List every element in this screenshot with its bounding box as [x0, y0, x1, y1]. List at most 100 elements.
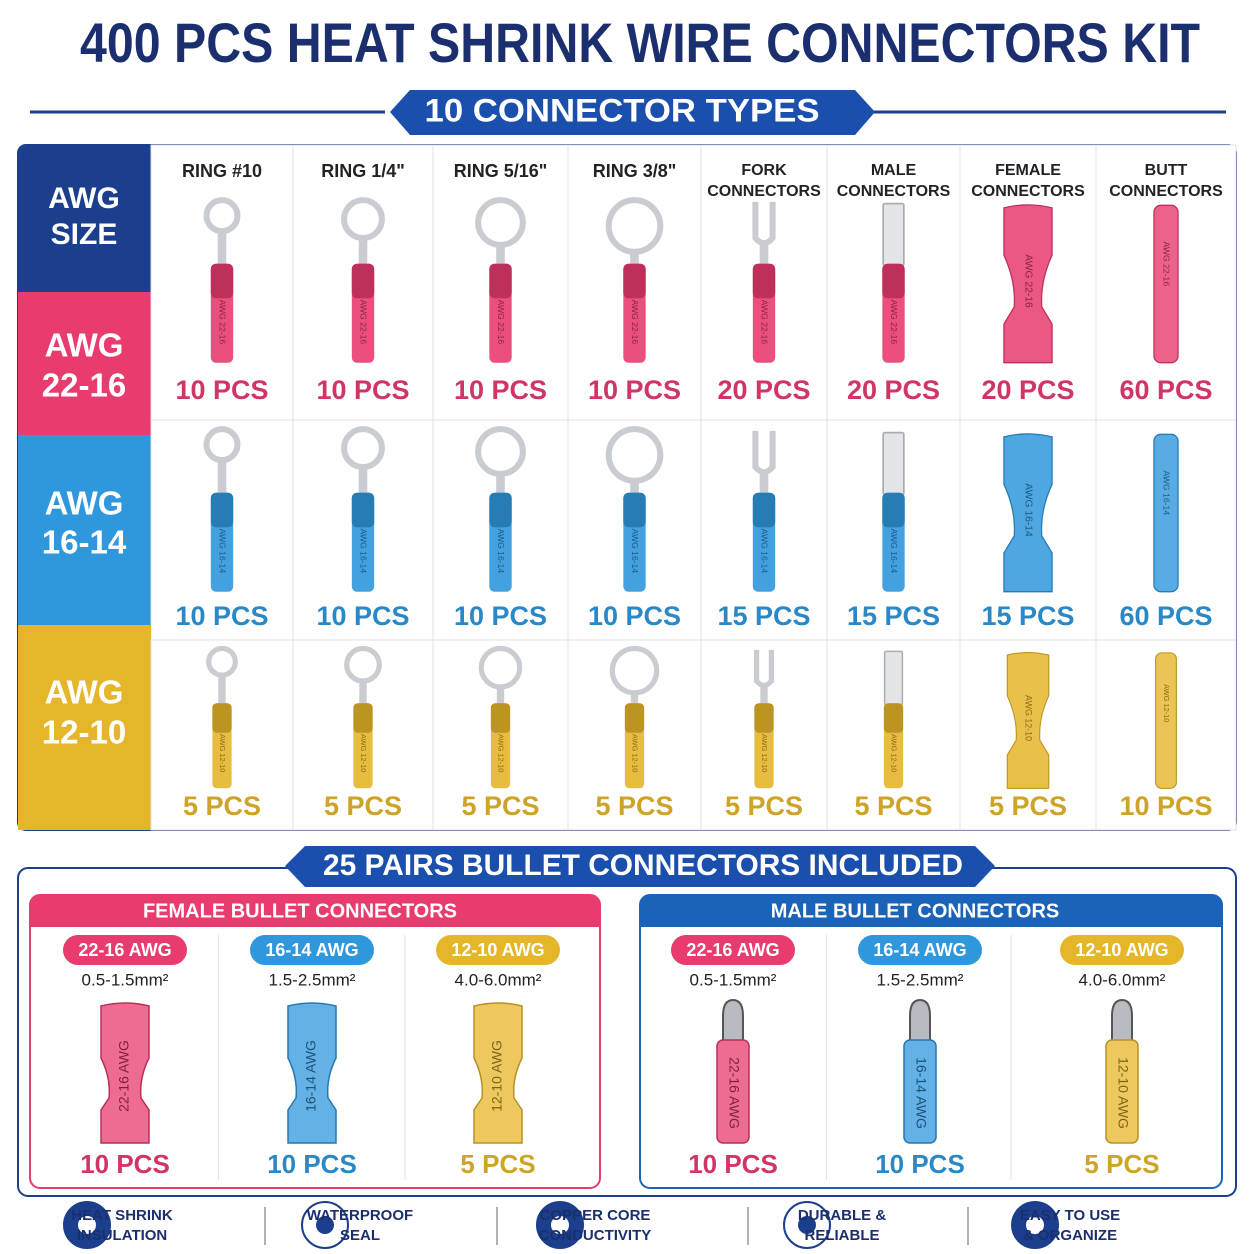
count: 10 PCS [588, 375, 681, 405]
insulation-band [351, 492, 375, 528]
marking: 16-14 AWG [303, 1040, 319, 1112]
marking: AWG 12-10 [218, 734, 227, 772]
awg-label: 12-10 AWG [1075, 940, 1168, 960]
connector-group: AWG 16-14 [1153, 433, 1179, 593]
marking: 12-10 AWG [489, 1040, 505, 1112]
neck [359, 681, 367, 707]
connector-group: AWG 12-10 [609, 645, 660, 789]
insulation-band [489, 263, 512, 299]
connector: AWG 12-10 [883, 650, 904, 789]
insulation-band [883, 703, 904, 733]
marking: 22-16 AWG [726, 1057, 742, 1129]
banner [285, 846, 995, 887]
bullet-group: 16-14 AWG [287, 1002, 337, 1144]
insulation [1153, 433, 1179, 593]
bullet-connector: 16-14 AWG [903, 998, 937, 1144]
feature-label: COPPER CORE [540, 1207, 651, 1224]
marking: AWG 16-14 [218, 529, 228, 574]
column-header: CONNECTORS [837, 183, 951, 200]
panel-header [30, 895, 600, 927]
feature-icon-glyph [551, 1216, 569, 1234]
neck [759, 244, 769, 266]
insulation-band [882, 492, 905, 528]
corner-label: AWG [48, 182, 120, 215]
marking: 22-16 AWG [116, 1040, 132, 1112]
insulation-band [624, 703, 645, 733]
count: 20 PCS [981, 375, 1074, 405]
count: 5 PCS [183, 791, 261, 821]
connector: AWG 22-16 [1153, 204, 1179, 364]
count: 10 PCS [454, 601, 547, 631]
connector-group: AWG 22-16 [605, 197, 664, 363]
insulation [1153, 204, 1179, 364]
neck [217, 460, 227, 498]
insulation-band [489, 492, 512, 528]
fork [754, 649, 774, 689]
corner-cell [18, 145, 151, 292]
neck [218, 675, 226, 707]
awg-label: 22-16 AWG [686, 940, 779, 960]
neck [630, 480, 639, 498]
connector-group: AWG 12-10 [883, 650, 904, 789]
connector: AWG 12-10 [478, 645, 523, 789]
connector-group: AWG 16-14 [475, 426, 526, 592]
tab [883, 650, 904, 706]
ring [203, 426, 241, 464]
column-header: FORK [741, 162, 787, 179]
neck [217, 231, 227, 269]
feature-label: RELIABLE [805, 1227, 880, 1244]
connector-group: AWG 12-10 [1006, 651, 1050, 789]
tab [882, 202, 905, 267]
column-header: RING 5/16" [454, 161, 548, 181]
size-label: 4.0-6.0mm² [455, 970, 542, 989]
ring [203, 197, 241, 235]
fork [752, 201, 776, 247]
marking: AWG 16-14 [1022, 483, 1033, 537]
marking: AWG 12-10 [760, 734, 769, 772]
neck [496, 686, 505, 707]
awg-pill [671, 935, 795, 965]
insulation-band [212, 703, 232, 733]
column-header: MALE [871, 162, 917, 179]
marking: AWG 22-16 [630, 300, 640, 345]
neck [496, 244, 505, 269]
awg-pill [1060, 935, 1184, 965]
connector-group: AWG 12-10 [478, 645, 523, 789]
connector: AWG 22-16 [203, 197, 241, 363]
count: 20 PCS [717, 375, 810, 405]
bullet-connector: 12-10 AWG [1105, 998, 1139, 1144]
column-header: FEMALE [995, 162, 1061, 179]
size-label: 1.5-2.5mm² [877, 970, 964, 989]
row-label: 22-16 [42, 367, 126, 404]
connector: AWG 12-10 [344, 645, 382, 789]
count: 10 PCS [454, 375, 547, 405]
connector-group: AWG 16-14 [1003, 433, 1053, 593]
neck [759, 473, 769, 495]
bullet-group: 22-16 AWG [716, 998, 750, 1144]
marking: AWG 12-10 [497, 734, 506, 772]
neck [630, 251, 639, 269]
bullet-connector: 22-16 AWG [100, 1002, 150, 1144]
marking: AWG 16-14 [496, 529, 506, 574]
bullet-connector: 12-10 AWG [473, 1002, 523, 1144]
connector-group: AWG 12-10 [754, 649, 774, 789]
marking: AWG 22-16 [359, 300, 369, 345]
insulation [100, 1002, 150, 1144]
bullet-group: 16-14 AWG [903, 998, 937, 1144]
insulation [1105, 1039, 1139, 1144]
row-label: AWG [45, 327, 124, 364]
count: 10 PCS [875, 1149, 965, 1179]
connector-group: AWG 22-16 [752, 201, 776, 363]
bullet-tip [909, 998, 931, 1044]
insulation-band [752, 492, 776, 528]
bullet-connector: 22-16 AWG [716, 998, 750, 1144]
connector: AWG 16-14 [1003, 433, 1053, 593]
count: 15 PCS [717, 601, 810, 631]
column-header: BUTT [1145, 162, 1188, 179]
feature-icon-glyph [78, 1216, 96, 1234]
insulation-band [882, 263, 905, 299]
count: 60 PCS [1119, 375, 1212, 405]
connector: AWG 16-14 [475, 426, 526, 592]
count: 10 PCS [175, 601, 268, 631]
bullet-group: 12-10 AWG [1105, 998, 1139, 1144]
